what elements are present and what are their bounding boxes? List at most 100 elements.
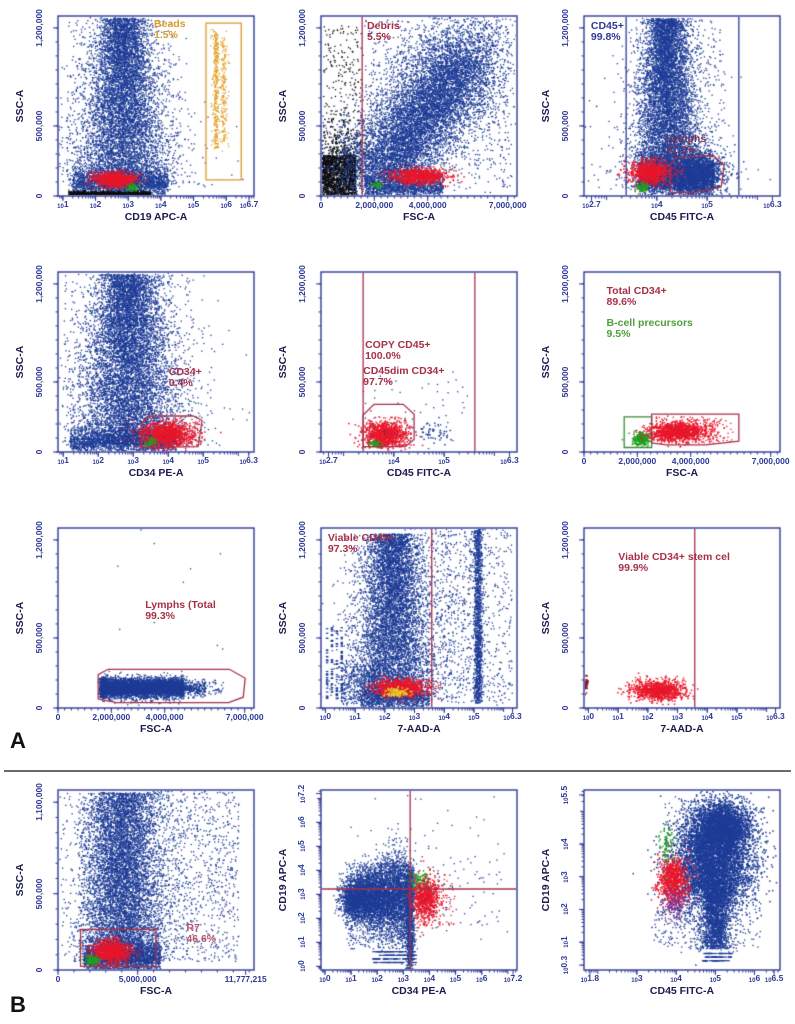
y-tick-label: 0 — [297, 705, 307, 711]
scatter-canvas — [52, 786, 258, 978]
y-tick-label: 105 — [296, 840, 307, 853]
x-tick-label: 100 — [319, 973, 331, 984]
y-axis-title: CD19 APC-A — [277, 848, 289, 912]
flow-plot-a8-viable: 100 101 102 103 104 105 106.3 0 500,000 1,200,000… — [267, 518, 530, 762]
x-tick-label: 2,000,000 — [92, 712, 131, 722]
y-tick-label: 102 — [296, 912, 307, 925]
x-tick-label: 103 — [127, 455, 139, 466]
y-tick-label: 0 — [34, 967, 44, 973]
gate-annotation: COPY CD45+ 100.0% — [365, 339, 431, 363]
scatter-canvas — [315, 12, 521, 204]
x-tick-label: 2,000,000 — [618, 456, 657, 466]
panel-b: 0 5,000,000 11,777,215 0 500,000 1,100,000 FSC… — [4, 780, 795, 1024]
x-tick-label: 102 — [89, 199, 102, 210]
x-tick-label: 103 — [408, 711, 421, 722]
y-tick-label: 1,200,000 — [34, 520, 44, 559]
y-tick-label: 0 — [297, 193, 307, 199]
x-tick-label: 104 — [162, 455, 174, 466]
panel-b-grid: 0 5,000,000 11,777,215 0 500,000 1,100,000 FSC… — [4, 780, 795, 1024]
x-tick-label: 101 — [57, 455, 69, 466]
y-tick-label: 0 — [560, 705, 570, 711]
scatter-canvas — [315, 786, 521, 978]
x-axis-title: CD45 FITC-A — [386, 467, 452, 479]
x-tick-label: 106.3 — [239, 455, 259, 466]
gate-annotation: CD45+ 99.8% — [590, 19, 624, 43]
x-axis-title: CD34 PE-A — [128, 467, 184, 479]
y-axis-title: SSC-A — [14, 345, 26, 379]
y-tick-label: 500,000 — [297, 110, 307, 142]
x-tick-label: 102 — [371, 973, 383, 984]
flow-plot-a2-debris: 0 2,000,000 4,000,000 7,000,000 0 500,000 1,20… — [267, 6, 530, 250]
x-tick-label: 104 — [155, 199, 167, 210]
x-tick-label: 106 — [220, 199, 232, 210]
y-axis-title: SSC-A — [540, 345, 552, 379]
y-tick-label: 104 — [559, 838, 570, 850]
panel-divider — [4, 770, 791, 772]
gate-annotation: Viable CD34+ stem cel 99.9% — [618, 551, 730, 575]
x-tick-label: 100 — [582, 711, 595, 722]
y-tick-label: 1,200,000 — [297, 520, 307, 559]
x-axis-title: CD19 APC-A — [124, 211, 188, 223]
flow-plot-a9-viable-cd34-stem: 100 101 102 103 104 105 106.3 0 500,000 1,200,000… — [530, 518, 793, 762]
x-tick-label: 4,000,000 — [671, 456, 710, 466]
x-tick-label: 104 — [670, 973, 682, 984]
y-tick-label: 101 — [559, 936, 570, 948]
y-axis-title: SSC-A — [14, 601, 26, 635]
y-tick-label: 1,200,000 — [34, 8, 44, 47]
x-tick-label: 101.8 — [580, 973, 600, 984]
y-axis-title: SSC-A — [277, 601, 289, 635]
x-tick-label: 105 — [197, 455, 209, 466]
y-tick-label: 103 — [559, 871, 570, 883]
flow-plot-b2-cd34-cd19: 100 101 102 103 104 105 106 107.2 100 101 102 103 10… — [267, 780, 530, 1024]
x-tick-label: 105 — [709, 973, 722, 984]
flow-plot-a7-lymphs-total: 0 2,000,000 4,000,000 7,000,000 0 500,000 1,20… — [4, 518, 267, 762]
gate-annotation: CD45dim CD34+ 97.7% — [363, 364, 445, 388]
x-tick-label: 103 — [631, 973, 643, 984]
x-tick-label: 102 — [642, 711, 654, 722]
flow-plot-a1-beads: 101 102 103 104 105 106 106.7 0 500,000 1,200,000… — [4, 6, 267, 250]
gate-annotation: Viable CD45+ 97.3% — [327, 531, 395, 555]
x-tick-label: 104 — [438, 711, 450, 722]
y-tick-label: 500,000 — [560, 110, 570, 142]
gate-annotation: Lymphs 61.2% — [666, 132, 707, 156]
x-tick-label: 102 — [379, 711, 391, 722]
x-axis-title: CD45 FITC-A — [649, 211, 715, 223]
x-tick-label: 7,000,000 — [751, 456, 790, 466]
y-tick-label: 1,100,000 — [34, 783, 44, 822]
x-axis-title: 7-AAD-A — [397, 723, 441, 735]
scatter-canvas — [578, 786, 784, 978]
panel-a-label: A — [10, 728, 26, 753]
x-tick-label: 106.3 — [763, 199, 782, 210]
y-tick-label: 107.2 — [296, 784, 307, 803]
y-tick-label: 1,200,000 — [560, 8, 570, 47]
scatter-canvas — [578, 268, 784, 460]
x-tick-label: 7,000,000 — [488, 200, 527, 210]
y-axis-title: SSC-A — [540, 601, 552, 635]
y-tick-label: 100 — [296, 960, 307, 973]
x-tick-label: 107.2 — [503, 973, 523, 984]
y-tick-label: 0 — [560, 193, 570, 199]
x-tick-label: 102.7 — [319, 455, 338, 466]
y-tick-label: 500,000 — [297, 622, 307, 654]
y-tick-label: 102 — [559, 903, 570, 916]
x-tick-label: 104 — [388, 455, 400, 466]
gate-annotation: Beads 1.5% — [154, 17, 186, 41]
x-tick-label: 102.7 — [582, 199, 601, 210]
x-tick-label: 106.3 — [503, 711, 522, 722]
y-tick-label: 1,200,000 — [34, 264, 44, 303]
y-tick-label: 0 — [560, 449, 570, 455]
flow-plot-a3-cd45: 102.7 104 105 106.3 0 500,000 1,200,000 CD45 FI… — [530, 6, 793, 250]
x-axis-title: CD45 FITC-A — [649, 985, 715, 997]
y-tick-label: 0 — [34, 193, 44, 199]
scatter-canvas — [578, 524, 784, 716]
x-tick-label: 104 — [651, 199, 663, 210]
x-tick-label: 101 — [57, 199, 69, 210]
x-tick-label: 106.5 — [764, 973, 784, 984]
gate-annotation: Debris 5.5% — [367, 19, 400, 43]
y-axis-title: SSC-A — [14, 863, 26, 897]
y-tick-label: 500,000 — [297, 366, 307, 398]
scatter-canvas — [578, 12, 784, 204]
x-tick-label: 105 — [468, 711, 480, 722]
gate-annotation: R7 46.6% — [186, 922, 217, 946]
